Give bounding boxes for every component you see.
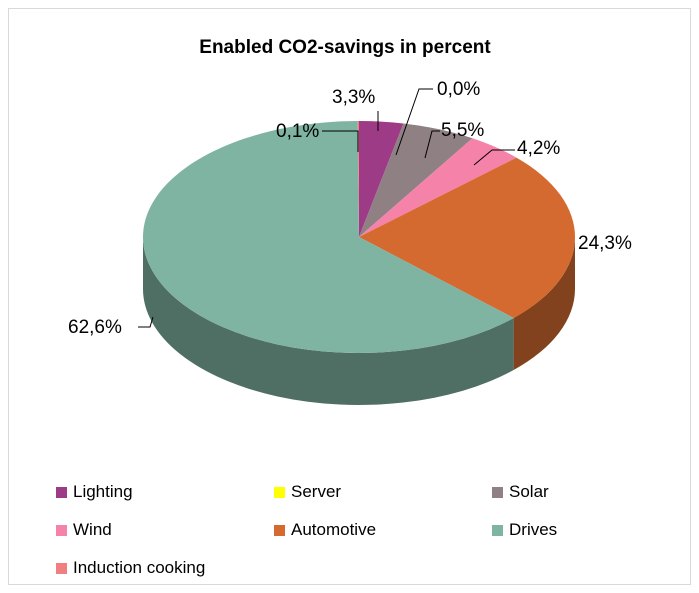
data-label-drives: 62,6% [68,317,122,338]
data-label-wind: 4,2% [517,138,560,159]
pie-slice-solar [359,123,473,237]
pie-slice-lighting [359,121,404,237]
data-label-lighting: 3,3% [332,87,375,108]
leader-line-drives [138,316,154,328]
legend-item-automotive: Automotive [274,520,376,540]
legend-swatch [274,487,285,498]
legend-label: Automotive [291,520,377,539]
leader-line-wind [473,149,515,166]
data-label-induction-cooking: 0,1% [276,121,319,142]
chart-title: Enabled CO2-savings in percent [199,37,491,58]
legend-label: Induction cooking [73,558,206,577]
legend-swatch [56,525,67,536]
leader-line-induction-cooking [322,130,359,152]
legend-item-lighting: Lighting [56,482,133,502]
legend-swatch [492,525,503,536]
data-label-server: 0,0% [437,79,480,100]
legend-swatch [56,487,67,498]
legend-swatch [492,487,503,498]
pie-slice-drives [143,121,514,353]
legend-swatch [274,525,285,536]
legend-label: Lighting [73,482,133,501]
pie-side-automotive [513,237,575,370]
data-label-automotive: 24,3% [578,233,632,254]
pie-slice-automotive [359,157,575,318]
legend-item-drives: Drives [492,520,557,540]
legend-label: Drives [509,520,558,539]
legend-swatch [56,563,67,574]
legend-label: Server [291,482,342,501]
leader-line-solar [424,130,440,159]
pie-side-drives [143,237,514,405]
data-label-solar: 5,5% [441,120,484,141]
legend-item-server: Server [274,482,341,502]
legend-item-induction-cooking: Induction cooking [56,558,205,578]
legend-item-solar: Solar [492,482,549,502]
legend-item-wind: Wind [56,520,112,540]
leader-line-server [395,88,433,156]
legend-label: Solar [509,482,549,501]
legend-label: Wind [73,520,112,539]
